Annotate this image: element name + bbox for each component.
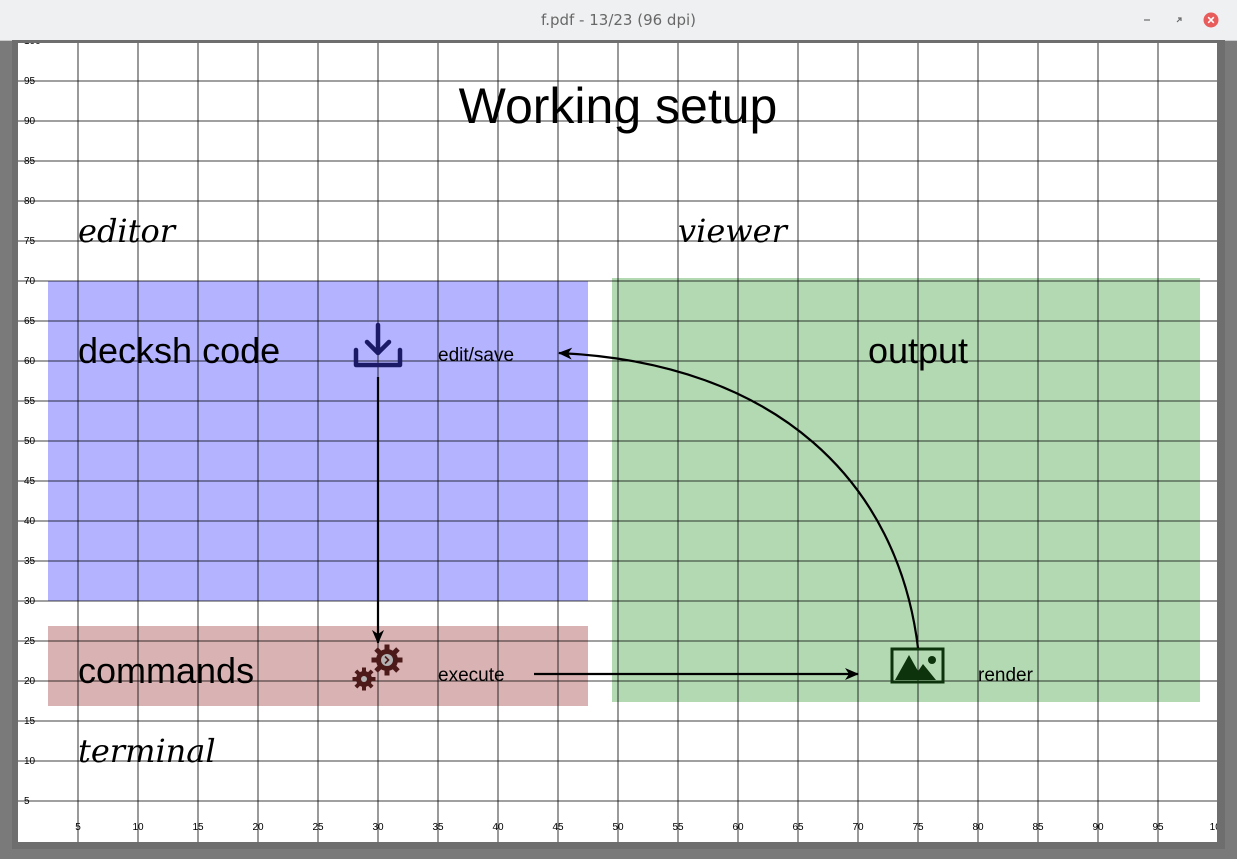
slide-canvas: 5 10 15 20 25 30 35 40 45 50 55 60 65 70 75 80 85 90 95 100… <box>18 43 1217 842</box>
x-tick-label: 90 <box>1092 822 1104 833</box>
x-tick-label: 20 <box>252 822 264 833</box>
gear-tooth <box>384 644 390 651</box>
y-tick-label: 100 <box>24 43 41 47</box>
restore-icon[interactable] <box>1171 12 1187 28</box>
gear-tooth <box>352 677 358 681</box>
y-tick-label: 30 <box>24 596 36 607</box>
output-label: output <box>868 330 968 371</box>
code-label: decksh code <box>78 330 280 371</box>
title-bar: f.pdf - 13/23 (96 dpi) <box>0 0 1237 41</box>
y-tick-label: 70 <box>24 276 36 287</box>
gear-tooth <box>374 647 383 656</box>
viewer-label: viewer <box>678 212 789 250</box>
x-tick-label: 70 <box>852 822 864 833</box>
y-tick-label: 75 <box>24 236 36 247</box>
x-tick-label: 75 <box>912 822 924 833</box>
x-tick-label: 100 <box>1210 822 1217 833</box>
y-tick-label: 5 <box>24 796 30 807</box>
arrow-render-to-edit <box>558 347 920 649</box>
x-axis-ticks: 5 10 15 20 25 30 35 40 45 50 55 60 65 70 75 80 85 90 95 100 <box>75 822 1217 833</box>
gear-tooth <box>354 669 362 677</box>
y-tick-label: 35 <box>24 556 36 567</box>
y-axis-ticks: 5 10 15 20 25 30 35 40 45 50 55 60 65 70 75 80 85 90 95 100 <box>24 43 41 807</box>
x-tick-label: 95 <box>1152 822 1164 833</box>
gear-tooth <box>366 669 374 677</box>
minimize-icon[interactable] <box>1139 12 1155 28</box>
edit-save-label: edit/save <box>438 345 514 366</box>
gear-tooth <box>391 664 400 673</box>
gear-tooth <box>354 681 362 689</box>
viewer-panel <box>612 278 1200 702</box>
small-gear-teeth <box>352 667 376 691</box>
x-tick-label: 45 <box>552 822 564 833</box>
image-icon <box>890 647 945 684</box>
download-icon <box>353 322 403 368</box>
x-tick-label: 60 <box>732 822 744 833</box>
y-tick-label: 65 <box>24 316 36 327</box>
x-tick-label: 15 <box>192 822 204 833</box>
big-gear-chevron <box>384 655 390 665</box>
x-tick-label: 50 <box>612 822 624 833</box>
terminal-label: terminal <box>78 732 216 770</box>
grid <box>18 43 1217 842</box>
execute-label: execute <box>438 665 505 686</box>
close-icon[interactable] <box>1203 12 1219 28</box>
y-tick-label: 80 <box>24 196 36 207</box>
big-gear-teeth <box>371 644 403 676</box>
y-tick-label: 85 <box>24 156 36 167</box>
gear-tooth <box>371 657 378 663</box>
gear-tooth <box>391 647 400 656</box>
y-tick-label: 90 <box>24 116 36 127</box>
gear-tooth <box>374 664 383 673</box>
y-tick-label: 50 <box>24 436 36 447</box>
x-tick-label: 30 <box>372 822 384 833</box>
x-tick-label: 5 <box>75 822 81 833</box>
x-tick-label: 10 <box>132 822 144 833</box>
y-tick-label: 25 <box>24 636 36 647</box>
x-tick-label: 25 <box>312 822 324 833</box>
big-gear-hub <box>381 654 393 666</box>
y-tick-label: 15 <box>24 716 36 727</box>
gear-tooth <box>370 677 376 681</box>
y-tick-label: 45 <box>24 476 36 487</box>
render-label: render <box>978 665 1034 686</box>
gears-icon <box>352 644 403 691</box>
slide-title: Working setup <box>459 78 778 134</box>
x-tick-label: 40 <box>492 822 504 833</box>
x-tick-label: 35 <box>432 822 444 833</box>
x-tick-label: 80 <box>972 822 984 833</box>
y-tick-label: 95 <box>24 76 36 87</box>
gear-tooth <box>366 681 374 689</box>
y-tick-label: 55 <box>24 396 36 407</box>
x-tick-label: 65 <box>792 822 804 833</box>
y-tick-label: 10 <box>24 756 36 767</box>
gear-tooth <box>384 669 390 676</box>
x-tick-label: 55 <box>672 822 684 833</box>
gear-tooth <box>362 685 366 691</box>
editor-label: editor <box>78 212 177 250</box>
small-gear-hub <box>361 676 367 682</box>
commands-label: commands <box>78 650 254 691</box>
y-tick-label: 20 <box>24 676 36 687</box>
gear-tooth <box>362 667 366 673</box>
y-tick-label: 40 <box>24 516 36 527</box>
x-tick-label: 85 <box>1032 822 1044 833</box>
y-tick-label: 60 <box>24 356 36 367</box>
gear-tooth <box>396 657 403 663</box>
pdf-page: 5 10 15 20 25 30 35 40 45 50 55 60 65 70 75 80 85 90 95 100… <box>18 43 1217 842</box>
window-title: f.pdf - 13/23 (96 dpi) <box>541 11 696 29</box>
